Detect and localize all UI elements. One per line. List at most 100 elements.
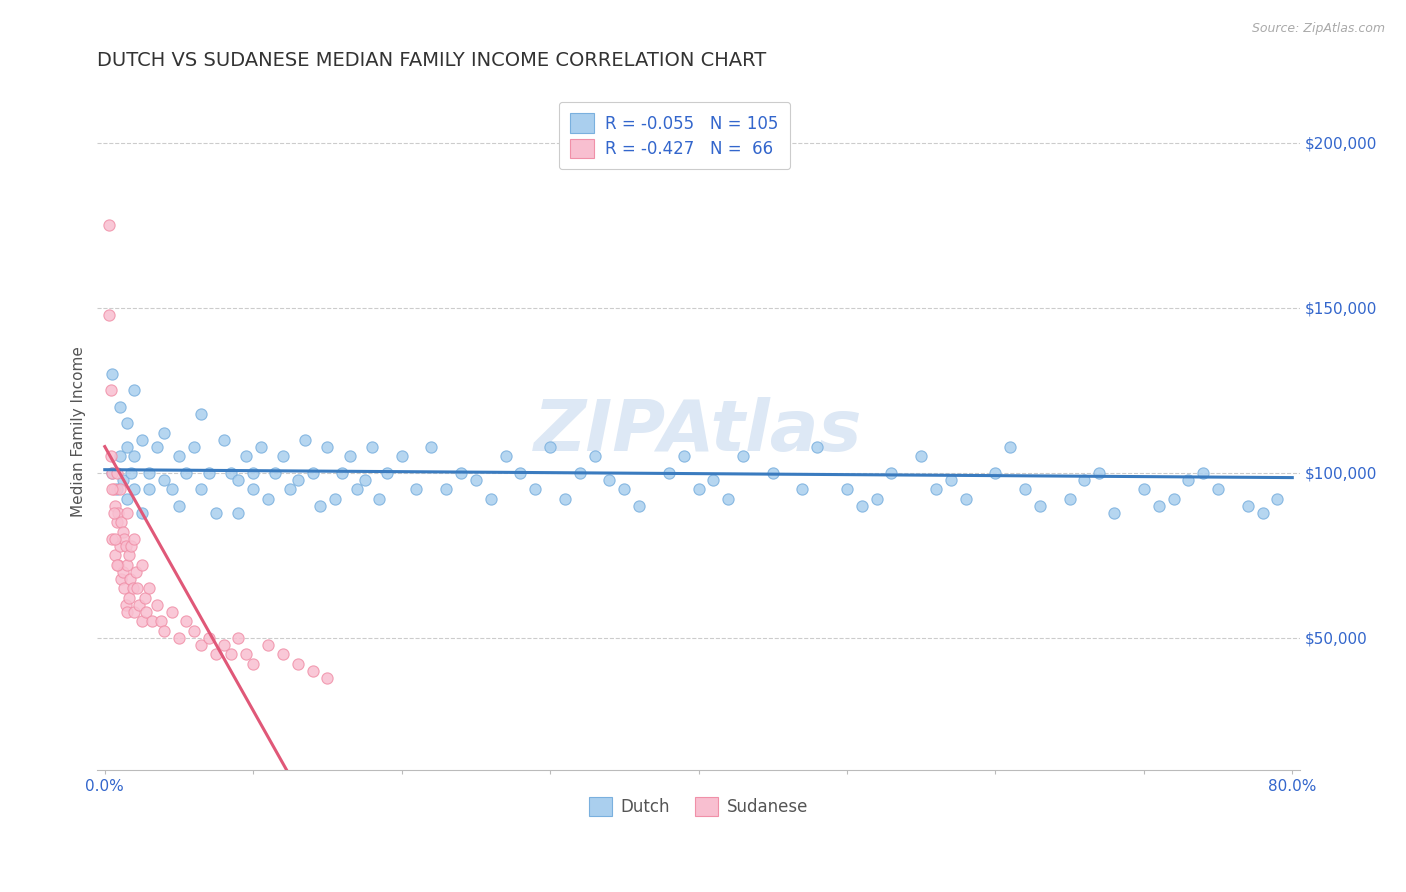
Point xyxy=(197,631,219,645)
Y-axis label: Median Family Income: Median Family Income xyxy=(72,346,86,517)
Point xyxy=(264,466,287,480)
Point xyxy=(339,450,361,464)
Point xyxy=(880,466,903,480)
Point xyxy=(228,473,250,487)
Point xyxy=(835,483,858,497)
Point xyxy=(101,367,124,381)
Point xyxy=(287,657,309,672)
Point xyxy=(524,483,547,497)
Text: ZIPAtlas: ZIPAtlas xyxy=(534,397,863,467)
Point xyxy=(235,648,257,662)
Point xyxy=(122,582,145,596)
Point xyxy=(121,539,143,553)
Point xyxy=(1236,499,1258,513)
Point xyxy=(117,591,139,606)
Point xyxy=(702,473,724,487)
Point xyxy=(115,605,138,619)
Point xyxy=(554,492,576,507)
Point xyxy=(479,492,502,507)
Point xyxy=(108,539,131,553)
Point xyxy=(1177,473,1199,487)
Point xyxy=(108,483,131,497)
Point xyxy=(212,638,235,652)
Point xyxy=(598,473,620,487)
Point xyxy=(806,440,828,454)
Point xyxy=(301,664,323,678)
Point xyxy=(1014,483,1036,497)
Point xyxy=(984,466,1007,480)
Point xyxy=(190,407,212,421)
Point xyxy=(287,473,309,487)
Point xyxy=(228,506,250,520)
Point xyxy=(866,492,889,507)
Point xyxy=(925,483,948,497)
Point xyxy=(105,516,128,530)
Point xyxy=(1059,492,1081,507)
Point xyxy=(851,499,873,513)
Point xyxy=(391,450,413,464)
Point xyxy=(405,483,427,497)
Point xyxy=(114,539,136,553)
Point xyxy=(249,440,271,454)
Legend: Dutch, Sudanese: Dutch, Sudanese xyxy=(582,790,815,822)
Point xyxy=(368,492,391,507)
Point xyxy=(117,549,139,563)
Point xyxy=(353,473,375,487)
Point xyxy=(98,219,121,233)
Point xyxy=(242,657,264,672)
Point xyxy=(346,483,368,497)
Point xyxy=(105,558,128,573)
Point xyxy=(101,466,124,480)
Point xyxy=(309,499,332,513)
Point xyxy=(111,565,134,579)
Point xyxy=(103,483,125,497)
Point xyxy=(955,492,977,507)
Point xyxy=(509,466,531,480)
Point xyxy=(134,591,156,606)
Point xyxy=(124,532,146,546)
Point xyxy=(124,450,146,464)
Point xyxy=(121,466,143,480)
Point xyxy=(672,450,695,464)
Point xyxy=(205,506,228,520)
Point xyxy=(100,450,122,464)
Text: Source: ZipAtlas.com: Source: ZipAtlas.com xyxy=(1251,22,1385,36)
Point xyxy=(108,400,131,414)
Point xyxy=(150,615,173,629)
Point xyxy=(105,483,128,497)
Point xyxy=(110,572,132,586)
Point xyxy=(131,433,153,447)
Point xyxy=(257,638,280,652)
Point xyxy=(124,483,146,497)
Point xyxy=(464,473,486,487)
Point xyxy=(1073,473,1095,487)
Point xyxy=(1088,466,1111,480)
Point xyxy=(219,648,242,662)
Point xyxy=(167,499,190,513)
Point xyxy=(145,440,167,454)
Point xyxy=(138,466,160,480)
Point xyxy=(1251,506,1274,520)
Point xyxy=(271,648,294,662)
Point xyxy=(135,605,157,619)
Point xyxy=(104,532,127,546)
Point xyxy=(124,384,146,398)
Point xyxy=(101,532,124,546)
Point xyxy=(101,483,124,497)
Point xyxy=(1000,440,1022,454)
Point xyxy=(717,492,740,507)
Point xyxy=(115,506,138,520)
Point xyxy=(125,565,148,579)
Point xyxy=(141,615,163,629)
Point xyxy=(112,532,135,546)
Point xyxy=(101,466,124,480)
Point xyxy=(658,466,681,480)
Point xyxy=(111,525,134,540)
Point xyxy=(257,492,280,507)
Point xyxy=(176,615,198,629)
Point xyxy=(145,598,167,612)
Point xyxy=(153,624,176,639)
Point xyxy=(235,450,257,464)
Point xyxy=(183,440,205,454)
Point xyxy=(103,506,125,520)
